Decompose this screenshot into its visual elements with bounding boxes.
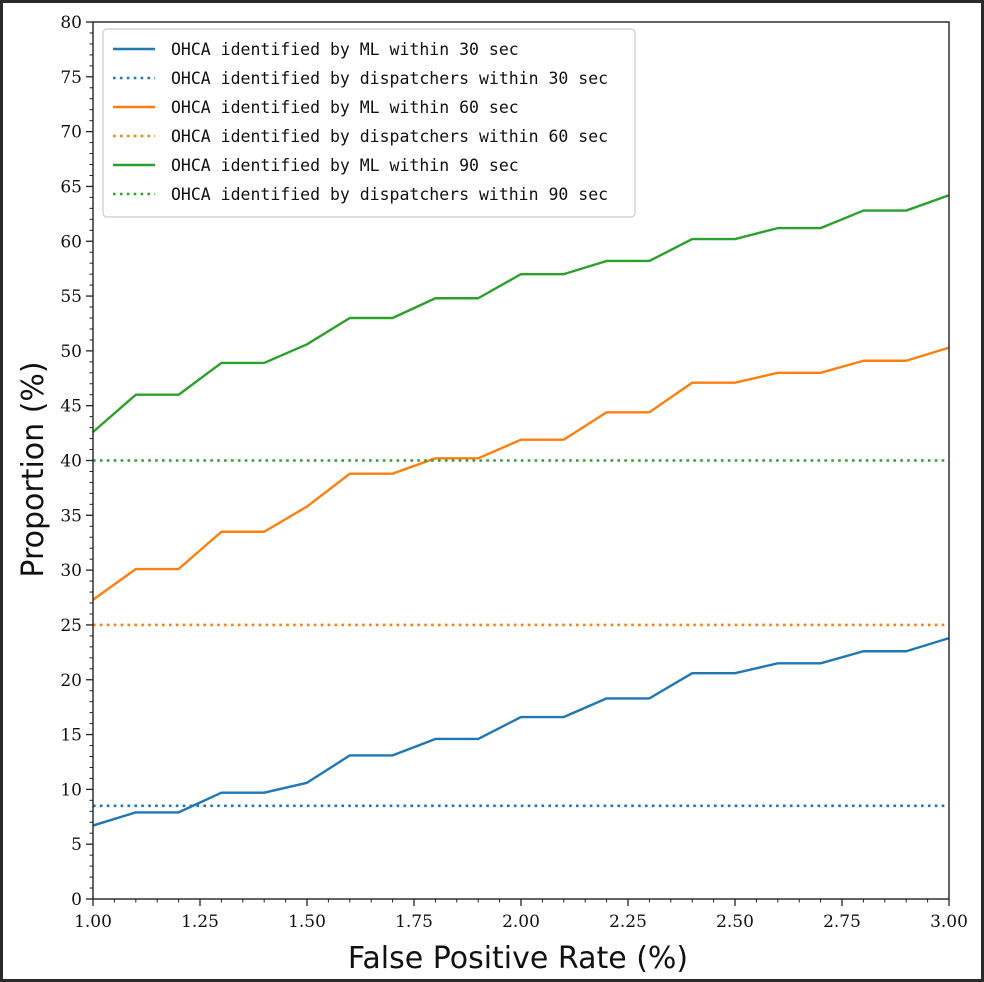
x-tick-label: 1.50 [288, 912, 326, 932]
series-line-3 [92, 346, 950, 601]
axes-layer: 0 5 10 15 20 25 30 35 40 45 50 55 60 65 70 75 80 1.00 1.25… [60, 13, 968, 932]
y-tick-label: 30 [60, 561, 82, 581]
y-tick-label: 60 [60, 232, 82, 252]
line-chart: 0 5 10 15 20 25 30 35 40 45 50 55 60 65 70 75 80 1.00 1.25… [16, 13, 968, 976]
legend-label-3: OHCA identified by ML within 60 sec [171, 98, 519, 117]
plot-border [92, 21, 950, 900]
x-tick-label: 2.75 [823, 912, 861, 932]
y-tick-label: 35 [60, 506, 82, 526]
y-tick-label: 15 [60, 726, 82, 746]
x-tick-label: 1.00 [74, 912, 112, 932]
y-tick-label: 40 [60, 452, 82, 472]
legend: OHCA identified by ML within 30 sec OHCA … [102, 28, 636, 218]
y-tick-label: 45 [60, 397, 82, 417]
legend-label-1: OHCA identified by ML within 30 sec [171, 40, 519, 59]
x-tick-label: 3.00 [930, 912, 968, 932]
x-axis-title: False Positive Rate (%) [348, 941, 688, 976]
y-tick-label: 25 [60, 616, 82, 636]
series-line-5 [92, 194, 950, 433]
y-tick-label: 20 [60, 671, 82, 691]
x-tick-label: 1.25 [181, 912, 219, 932]
y-tick-label: 0 [71, 890, 82, 910]
x-tick-label: 2.50 [716, 912, 754, 932]
y-tick-label: 55 [60, 287, 82, 307]
y-tick-label: 5 [71, 835, 82, 855]
y-axis-title: Proportion (%) [16, 361, 51, 577]
legend-label-5: OHCA identified by ML within 90 sec [171, 156, 519, 175]
y-tick-label: 50 [60, 342, 82, 362]
y-tick-label: 10 [60, 780, 82, 800]
series-line-1 [92, 636, 950, 827]
legend-label-4: OHCA identified by dispatchers within 60… [171, 127, 608, 146]
series-layer [92, 194, 950, 827]
x-tick-label: 2.00 [502, 912, 540, 932]
y-tick-label: 65 [60, 177, 82, 197]
legend-box [102, 28, 636, 218]
x-tick-label: 1.75 [395, 912, 433, 932]
legend-label-6: OHCA identified by dispatchers within 90… [171, 185, 608, 204]
y-tick-label: 75 [60, 68, 82, 88]
y-tick-label: 80 [60, 13, 82, 33]
y-tick-label: 70 [60, 123, 82, 143]
x-tick-label: 2.25 [609, 912, 647, 932]
legend-label-2: OHCA identified by dispatchers within 30… [171, 69, 608, 88]
